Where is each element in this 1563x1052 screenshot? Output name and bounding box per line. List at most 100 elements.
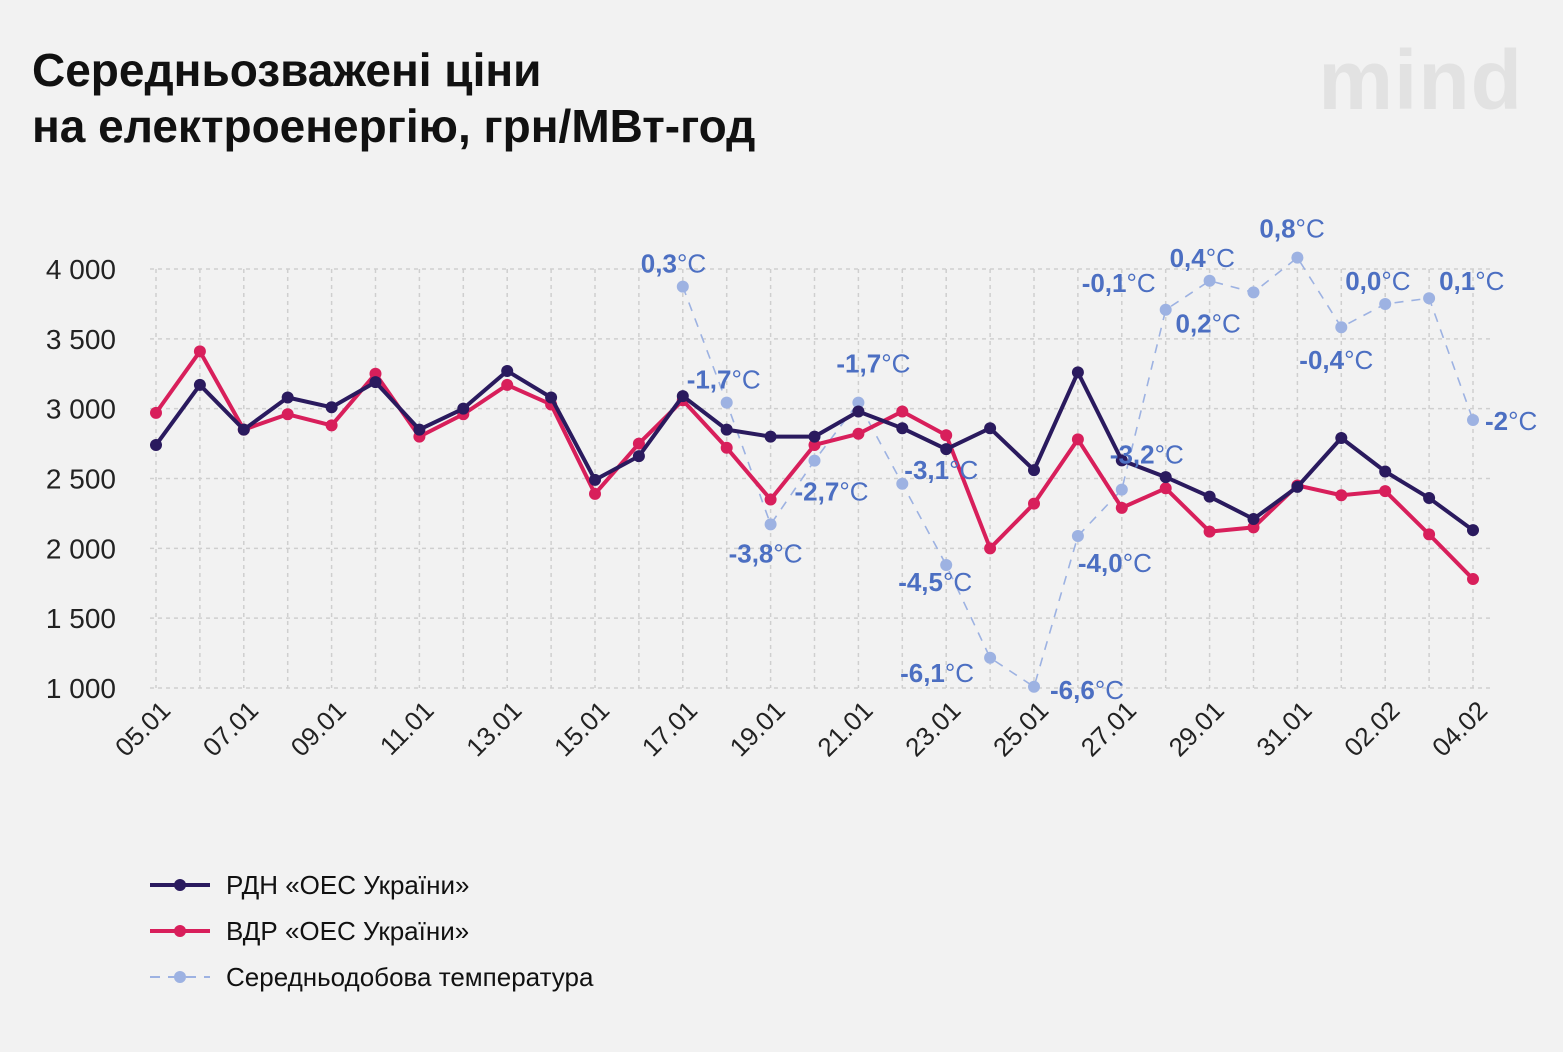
rdn-point <box>1467 524 1479 537</box>
y-tick-label: 3 500 <box>46 324 116 355</box>
vdr-point <box>501 378 514 391</box>
rdn-point <box>1423 492 1436 505</box>
legend-vdr-swatch <box>150 925 210 937</box>
rdn-point <box>150 438 162 451</box>
x-tick-label: 15.01 <box>548 695 615 762</box>
rdn-point <box>764 430 777 443</box>
temperature-data-label: 0,1°C <box>1439 266 1504 296</box>
legend-temperature-label: Середньодобова температура <box>226 961 594 992</box>
rdn-point <box>1335 431 1348 444</box>
x-tick-label: 11.01 <box>374 695 440 761</box>
temperature-point <box>764 518 777 531</box>
legend-rdn-swatch <box>150 879 210 891</box>
temperature-point <box>852 396 865 409</box>
vdr-point <box>984 542 997 555</box>
rdn-point <box>852 405 865 418</box>
x-tick-label: 13.01 <box>460 695 527 762</box>
rdn-point <box>1291 480 1304 493</box>
temperature-data-label: -3,2°C <box>1110 440 1184 470</box>
legend-item-temperature: Середньодобова температура <box>150 954 593 1000</box>
x-tick-label: 21.01 <box>811 695 878 762</box>
temperature-point <box>1028 680 1040 693</box>
temperature-data-label: -4,0°C <box>1078 548 1152 578</box>
rdn-series <box>150 364 1479 537</box>
rdn-point <box>720 423 733 436</box>
vdr-point <box>1379 485 1392 498</box>
vdr-point <box>589 487 601 500</box>
legend-item-vdr: ВДР «ОЕС України» <box>150 908 593 954</box>
vdr-point <box>764 493 777 506</box>
x-tick-label: 17.01 <box>636 695 703 762</box>
vdr-point <box>808 438 821 451</box>
rdn-point <box>632 450 645 463</box>
vdr-point <box>632 437 645 450</box>
vdr-point <box>1467 573 1479 586</box>
legend-temperature-swatch <box>150 971 210 983</box>
rdn-point <box>325 401 338 414</box>
rdn-point <box>1159 471 1172 484</box>
temperature-point <box>1467 414 1479 426</box>
chart-title-line2: на електроенергію, грн/МВт-год <box>32 100 756 152</box>
rdn-point <box>369 376 382 389</box>
temperature-point <box>1159 303 1172 316</box>
y-tick-label: 1 500 <box>46 603 116 634</box>
rdn-point <box>193 378 206 391</box>
temperature-data-label: 0,2°C <box>1176 308 1241 338</box>
x-tick-label: 02.02 <box>1338 695 1405 762</box>
temperature-data-label: -3,1°C <box>904 455 978 485</box>
rdn-point <box>1028 464 1040 477</box>
temperature-labels: 0,3°C -1,7°C -3,8°C -2,7°C -1,7°C -3,1°C -4,5°… <box>641 214 1538 705</box>
temperature-data-label: -2°C <box>1485 406 1537 436</box>
legend-item-rdn: РДН «ОЕС України» <box>150 862 593 908</box>
temperature-point <box>896 477 909 490</box>
temperature-data-label: 0,0°C <box>1345 266 1410 296</box>
x-tick-label: 19.01 <box>724 695 791 762</box>
x-tick-label: 29.01 <box>1163 695 1230 762</box>
rdn-point <box>1203 490 1216 503</box>
temperature-point <box>1203 274 1216 287</box>
legend-vdr-label: ВДР «ОЕС України» <box>226 915 470 946</box>
vdr-point <box>193 345 206 358</box>
rdn-point <box>808 430 821 443</box>
legend-rdn-label: РДН «ОЕС України» <box>226 869 470 900</box>
temperature-data-label: -6,6°C <box>1050 675 1124 705</box>
temperature-point <box>1335 321 1348 334</box>
vdr-point <box>1028 497 1040 510</box>
y-tick-label: 2 000 <box>46 533 116 564</box>
temperature-point <box>1291 251 1304 264</box>
temperature-point <box>940 559 953 571</box>
temperature-data-label: -6,1°C <box>900 658 974 688</box>
temperature-data-label: 0,3°C <box>641 249 706 279</box>
x-tick-label: 09.01 <box>285 695 352 762</box>
rdn-point <box>984 422 997 435</box>
temperature-data-label: -3,8°C <box>729 538 803 568</box>
temperature-point <box>808 454 821 467</box>
legend: РДН «ОЕС України» ВДР «ОЕС України» Сере… <box>150 862 593 1000</box>
temperature-data-label: -0,4°C <box>1299 345 1373 375</box>
x-tick-label: 31.01 <box>1250 695 1317 762</box>
rdn-point <box>1115 454 1128 467</box>
temperature-point <box>984 651 997 664</box>
y-axis: 1 000 1 500 2 000 2 500 3 000 3 500 4 000 <box>46 254 116 704</box>
rdn-point <box>1379 465 1392 478</box>
vdr-point <box>940 429 953 442</box>
rdn-point <box>940 443 953 456</box>
y-tick-label: 3 000 <box>46 394 116 425</box>
chart-title: Середньозважені ціни на електроенергію, … <box>32 42 755 154</box>
temperature-data-label: -0,1°C <box>1082 268 1156 298</box>
rdn-point <box>413 423 426 436</box>
vdr-point <box>1335 489 1348 502</box>
temperature-point <box>1379 298 1392 310</box>
x-tick-label: 04.02 <box>1426 695 1493 762</box>
rdn-point <box>676 390 689 403</box>
rdn-point <box>545 391 558 404</box>
rdn-point <box>457 402 470 415</box>
temperature-data-label: 0,4°C <box>1170 243 1235 273</box>
brand-logo: mind <box>1318 33 1523 127</box>
temperature-point <box>720 396 733 409</box>
x-axis: 05.01 07.01 09.01 11.01 13.01 15.01 17.01 19.01… <box>109 695 1493 762</box>
x-tick-label: 25.01 <box>987 695 1054 762</box>
rdn-point <box>896 422 909 435</box>
temperature-point <box>676 280 689 293</box>
y-tick-label: 4 000 <box>46 254 116 285</box>
